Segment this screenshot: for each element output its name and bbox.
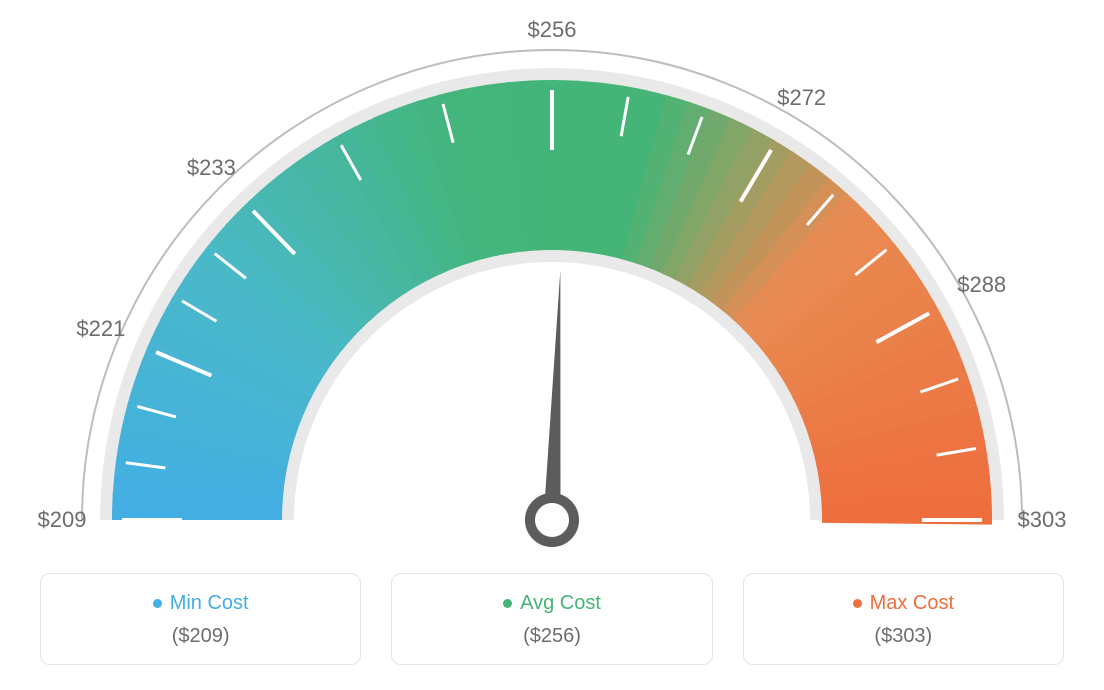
- legend-card-max: Max Cost ($303): [743, 573, 1064, 665]
- gauge-tick-label: $233: [187, 155, 236, 181]
- gauge-tick-label: $288: [957, 272, 1006, 298]
- legend-row: Min Cost ($209) Avg Cost ($256) Max Cost…: [40, 573, 1064, 665]
- gauge-tick-label: $303: [1018, 507, 1067, 533]
- gauge-tick-label: $272: [777, 85, 826, 111]
- gauge-tick-label: $221: [76, 316, 125, 342]
- dot-icon: [853, 599, 862, 608]
- legend-label: Min Cost: [170, 592, 249, 615]
- gauge-svg: [0, 0, 1104, 560]
- gauge-tick-label: $256: [528, 17, 577, 43]
- legend-value-max: ($303): [754, 625, 1053, 648]
- dot-icon: [153, 599, 162, 608]
- legend-title-min: Min Cost: [153, 592, 249, 615]
- gauge-tick-label: $209: [38, 507, 87, 533]
- dot-icon: [503, 599, 512, 608]
- legend-value-min: ($209): [51, 625, 350, 648]
- gauge-chart: $209 $221 $233 $256 $272 $288 $303: [0, 0, 1104, 560]
- legend-card-min: Min Cost ($209): [40, 573, 361, 665]
- legend-value-avg: ($256): [402, 625, 701, 648]
- legend-label: Max Cost: [870, 592, 954, 615]
- legend-title-max: Max Cost: [853, 592, 954, 615]
- legend-label: Avg Cost: [520, 592, 601, 615]
- legend-card-avg: Avg Cost ($256): [391, 573, 712, 665]
- legend-title-avg: Avg Cost: [503, 592, 601, 615]
